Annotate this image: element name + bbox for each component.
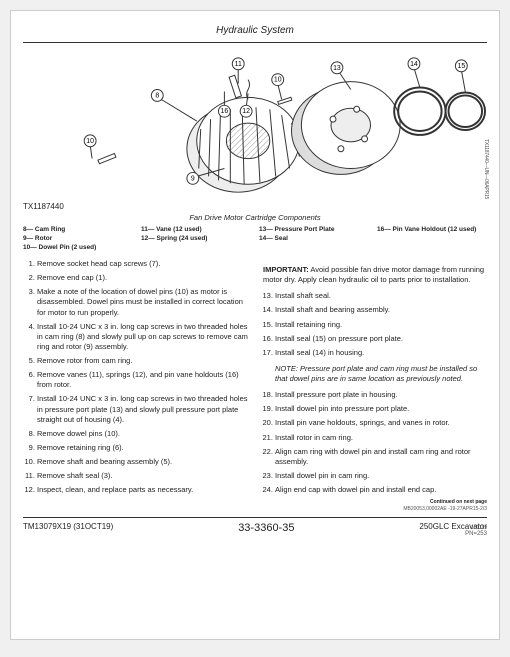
- step: Remove retaining ring (6).: [37, 443, 249, 453]
- legend-item: 14— Seal: [259, 235, 369, 242]
- legend-item: 13— Pressure Port Plate: [259, 226, 369, 233]
- right-column: IMPORTANT: Avoid possible fan drive moto…: [261, 259, 487, 513]
- footer-mid: 33-3360-35: [238, 522, 294, 537]
- svg-text:8: 8: [155, 92, 159, 99]
- step: Install shaft seal.: [275, 291, 487, 301]
- exploded-diagram: 10 8 9 11 12 16 10 13 14 15: [23, 49, 487, 209]
- step: Remove dowel pins (10).: [37, 429, 249, 439]
- step: Install seal (14) in housing.: [275, 348, 487, 358]
- step: Install rotor in cam ring.: [275, 433, 487, 443]
- svg-text:10: 10: [86, 138, 94, 145]
- svg-text:11: 11: [235, 61, 242, 68]
- step: Remove vanes (11), springs (12), and pin…: [37, 370, 249, 390]
- rule-top: [23, 42, 487, 43]
- legend-item: 11— Vane (12 used): [141, 226, 251, 233]
- code-text: MB20053,00002AE -19-27APR15-2/3: [261, 506, 487, 513]
- figure-legend: 8— Cam Ring 11— Vane (12 used) 13— Press…: [23, 226, 487, 251]
- svg-text:14: 14: [410, 61, 418, 68]
- svg-text:15: 15: [457, 63, 465, 70]
- step: Remove end cap (1).: [37, 273, 249, 283]
- step: Install 10-24 UNC x 3 in. long cap screw…: [37, 394, 249, 424]
- figure-side-code: TX1187440—UN—06APR15: [483, 139, 489, 199]
- rule-bottom: [23, 517, 487, 518]
- legend-item: 9— Rotor: [23, 235, 133, 242]
- continued-text: Continued on next page: [261, 499, 487, 506]
- svg-text:13: 13: [333, 65, 341, 72]
- figure-id: TX1187440: [23, 202, 64, 211]
- svg-text:9: 9: [191, 175, 195, 182]
- legend-item: 8— Cam Ring: [23, 226, 133, 233]
- assembly-vane-spring: [229, 75, 249, 99]
- page-title: Hydraulic System: [23, 25, 487, 36]
- step: Install retaining ring.: [275, 320, 487, 330]
- step: Install pressure port plate in housing.: [275, 390, 487, 400]
- document-page: Hydraulic System TX1187440—UN—06APR15: [10, 10, 500, 640]
- legend-item: 16— Pin Vane Holdout (12 used): [377, 226, 487, 233]
- step: Install seal (15) on pressure port plate…: [275, 334, 487, 344]
- step: Make a note of the location of dowel pin…: [37, 287, 249, 317]
- step: Remove shaft and bearing assembly (5).: [37, 457, 249, 467]
- assembly-plate: [292, 82, 401, 175]
- step: Remove rotor from cam ring.: [37, 356, 249, 366]
- step: Align cam ring with dowel pin and instal…: [275, 447, 487, 467]
- svg-text:12: 12: [242, 108, 250, 115]
- install-note: NOTE: Pressure port plate and cam ring m…: [275, 364, 487, 384]
- step: Install 10-24 UNC x 3 in. long cap screw…: [37, 322, 249, 352]
- assembly-rings: [394, 88, 485, 135]
- important-note: IMPORTANT: Avoid possible fan drive moto…: [263, 265, 487, 285]
- footer-left: TM13079X19 (31OCT19): [23, 522, 113, 537]
- svg-text:16: 16: [221, 108, 229, 115]
- legend-item: 10— Dowel Pin (2 used): [23, 244, 133, 251]
- step: Install dowel pin into pressure port pla…: [275, 404, 487, 414]
- step: Align end cap with dowel pin and install…: [275, 485, 487, 495]
- figure-container: TX1187440—UN—06APR15: [23, 49, 487, 209]
- page-footer: TM13079X19 (31OCT19) 33-3360-35 250GLC E…: [23, 522, 487, 537]
- left-column: Remove socket head cap screws (7). Remov…: [23, 259, 249, 513]
- legend-item: [377, 235, 487, 242]
- step: Install dowel pin in cam ring.: [275, 471, 487, 481]
- step: Install pin vane holdouts, springs, and …: [275, 418, 487, 428]
- step: Remove shaft seal (3).: [37, 471, 249, 481]
- footer-right: 250GLC Excavator 101119 PN=253: [419, 522, 487, 537]
- body-columns: Remove socket head cap screws (7). Remov…: [23, 259, 487, 513]
- legend-item: 12— Spring (24 used): [141, 235, 251, 242]
- svg-text:10: 10: [274, 77, 282, 84]
- step: Remove socket head cap screws (7).: [37, 259, 249, 269]
- figure-caption: Fan Drive Motor Cartridge Components: [23, 213, 487, 222]
- step: Inspect, clean, and replace parts as nec…: [37, 485, 249, 495]
- step: Install shaft and bearing assembly.: [275, 305, 487, 315]
